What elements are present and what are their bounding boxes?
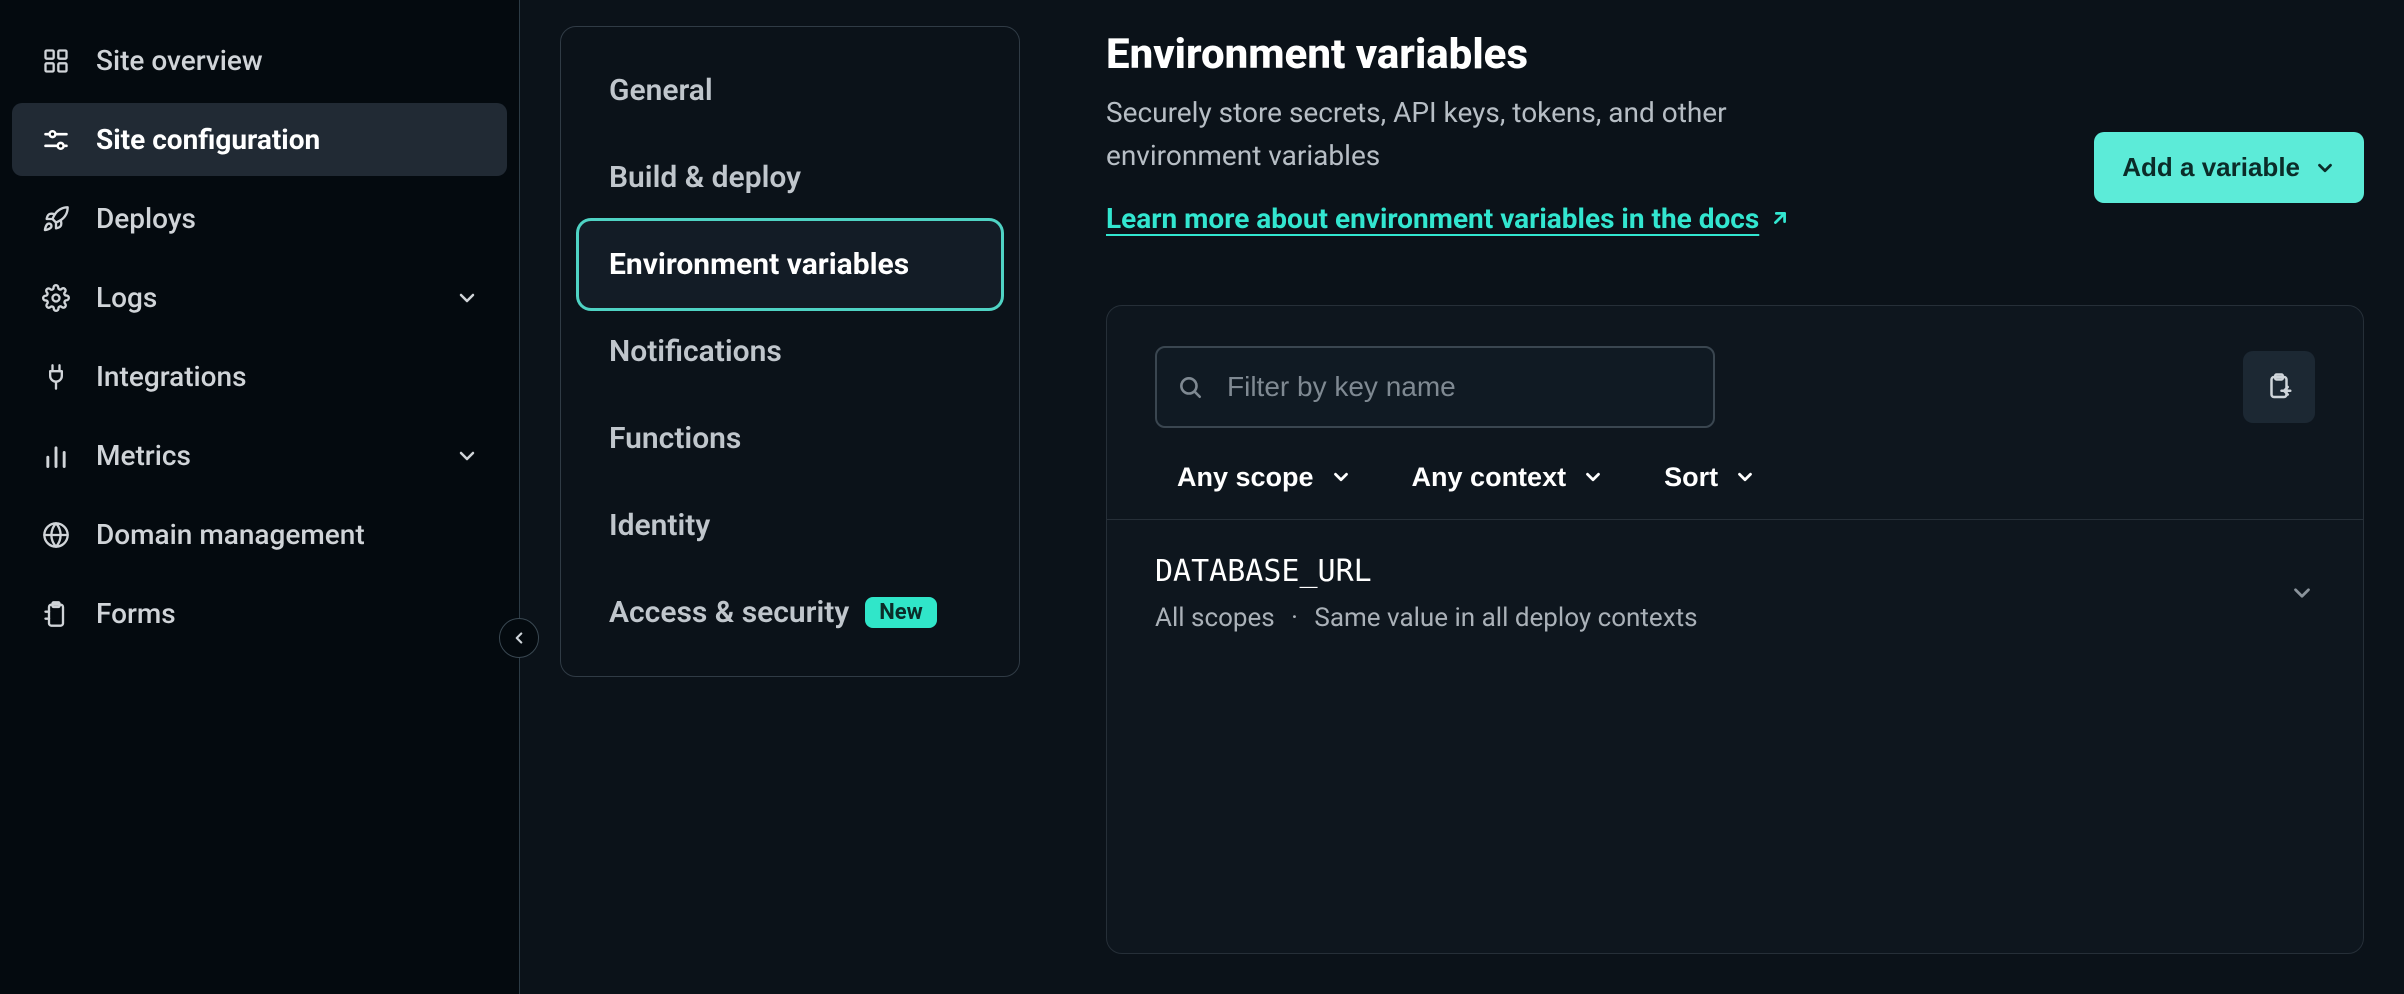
gear-log-icon — [40, 282, 72, 314]
sidebar-item-label: Site configuration — [96, 123, 320, 156]
page-subtitle: Securely store secrets, API keys, tokens… — [1106, 91, 1866, 178]
docs-link[interactable]: Learn more about environment variables i… — [1106, 202, 1791, 235]
sidebar-item-logs[interactable]: Logs — [12, 261, 507, 334]
tab-label: Access & security — [609, 595, 849, 630]
clipboard-icon — [40, 598, 72, 630]
import-env-button[interactable] — [2243, 351, 2315, 423]
sidebar-item-label: Site overview — [96, 44, 263, 77]
dashboard-icon — [40, 45, 72, 77]
search-icon — [1177, 374, 1203, 400]
add-variable-button[interactable]: Add a variable — [2094, 132, 2364, 203]
rocket-icon — [40, 203, 72, 235]
tab-label: Notifications — [609, 334, 782, 369]
tab-functions[interactable]: Functions — [579, 395, 1001, 482]
sidebar-item-label: Forms — [96, 597, 176, 630]
sidebar-item-integrations[interactable]: Integrations — [12, 340, 507, 413]
variable-scope-text: All scopes — [1155, 603, 1275, 633]
sliders-icon — [40, 124, 72, 156]
docs-link-text: Learn more about environment variables i… — [1106, 202, 1759, 235]
filter-scope-button[interactable]: Any scope — [1177, 462, 1352, 493]
filter-context-button[interactable]: Any context — [1412, 462, 1605, 493]
chevron-down-icon — [2289, 580, 2315, 606]
sidebar-item-site-overview[interactable]: Site overview — [12, 24, 507, 97]
filter-context-label: Any context — [1412, 462, 1567, 493]
variable-row[interactable]: DATABASE_URL All scopes · Same value in … — [1107, 520, 2363, 667]
chevron-down-icon — [455, 444, 479, 468]
sort-label: Sort — [1664, 462, 1718, 493]
secondary-sidebar: General Build & deploy Environment varia… — [520, 0, 1060, 994]
sidebar-item-label: Integrations — [96, 360, 247, 393]
globe-icon — [40, 519, 72, 551]
sidebar-item-label: Domain management — [96, 518, 365, 551]
tab-environment-variables[interactable]: Environment variables — [579, 221, 1001, 308]
variables-panel: Any scope Any context Sort — [1106, 305, 2364, 954]
tab-label: Build & deploy — [609, 160, 801, 195]
variable-context-text: Same value in all deploy contexts — [1314, 603, 1697, 633]
page-title: Environment variables — [1106, 30, 1866, 79]
sidebar-collapse-button[interactable] — [499, 618, 539, 658]
tab-notifications[interactable]: Notifications — [579, 308, 1001, 395]
tab-label: Identity — [609, 508, 710, 543]
main-header: Environment variables Securely store sec… — [1106, 30, 2364, 235]
variable-key: DATABASE_URL — [1155, 554, 2289, 589]
sidebar-item-label: Metrics — [96, 439, 191, 472]
tab-label: Functions — [609, 421, 741, 456]
search-input-wrapper — [1155, 346, 1715, 428]
bar-chart-icon — [40, 440, 72, 472]
new-badge: New — [865, 597, 937, 628]
chevron-down-icon — [1330, 466, 1352, 488]
plug-icon — [40, 361, 72, 393]
sidebar-item-forms[interactable]: Forms — [12, 577, 507, 650]
sidebar-item-domain-management[interactable]: Domain management — [12, 498, 507, 571]
sidebar-item-label: Logs — [96, 281, 157, 314]
settings-tabs: General Build & deploy Environment varia… — [560, 26, 1020, 677]
tab-general[interactable]: General — [579, 47, 1001, 134]
filter-scope-label: Any scope — [1177, 462, 1314, 493]
primary-sidebar: Site overview Site configuration Deploys… — [0, 0, 520, 994]
sidebar-item-site-configuration[interactable]: Site configuration — [12, 103, 507, 176]
main-content: Environment variables Securely store sec… — [1060, 0, 2404, 994]
add-variable-label: Add a variable — [2122, 152, 2300, 183]
search-input[interactable] — [1155, 346, 1715, 428]
tab-label: Environment variables — [609, 247, 909, 282]
panel-toolbar: Any scope Any context Sort — [1107, 306, 2363, 520]
sidebar-item-label: Deploys — [96, 202, 196, 235]
tab-build-deploy[interactable]: Build & deploy — [579, 134, 1001, 221]
sort-button[interactable]: Sort — [1664, 462, 1756, 493]
tab-label: General — [609, 73, 713, 108]
separator-dot: · — [1291, 603, 1298, 633]
sidebar-item-deploys[interactable]: Deploys — [12, 182, 507, 255]
external-link-icon — [1769, 207, 1791, 229]
tab-access-security[interactable]: Access & security New — [579, 569, 1001, 656]
sidebar-item-metrics[interactable]: Metrics — [12, 419, 507, 492]
chevron-down-icon — [455, 286, 479, 310]
tab-identity[interactable]: Identity — [579, 482, 1001, 569]
chevron-down-icon — [1582, 466, 1604, 488]
chevron-down-icon — [2314, 157, 2336, 179]
variable-meta: All scopes · Same value in all deploy co… — [1155, 603, 2289, 633]
chevron-down-icon — [1734, 466, 1756, 488]
